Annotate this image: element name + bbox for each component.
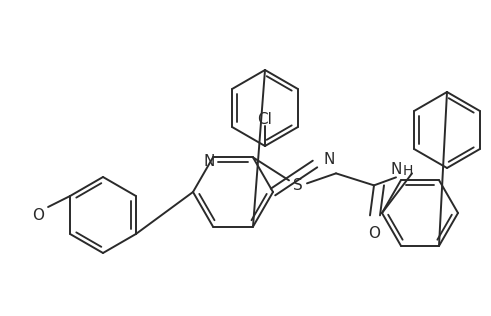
Text: S: S [293, 178, 303, 193]
Text: Cl: Cl [258, 112, 273, 127]
Text: H: H [403, 164, 413, 178]
Text: N: N [390, 162, 402, 177]
Text: O: O [32, 209, 44, 223]
Text: O: O [368, 226, 380, 241]
Text: N: N [203, 154, 215, 169]
Text: N: N [323, 153, 335, 167]
